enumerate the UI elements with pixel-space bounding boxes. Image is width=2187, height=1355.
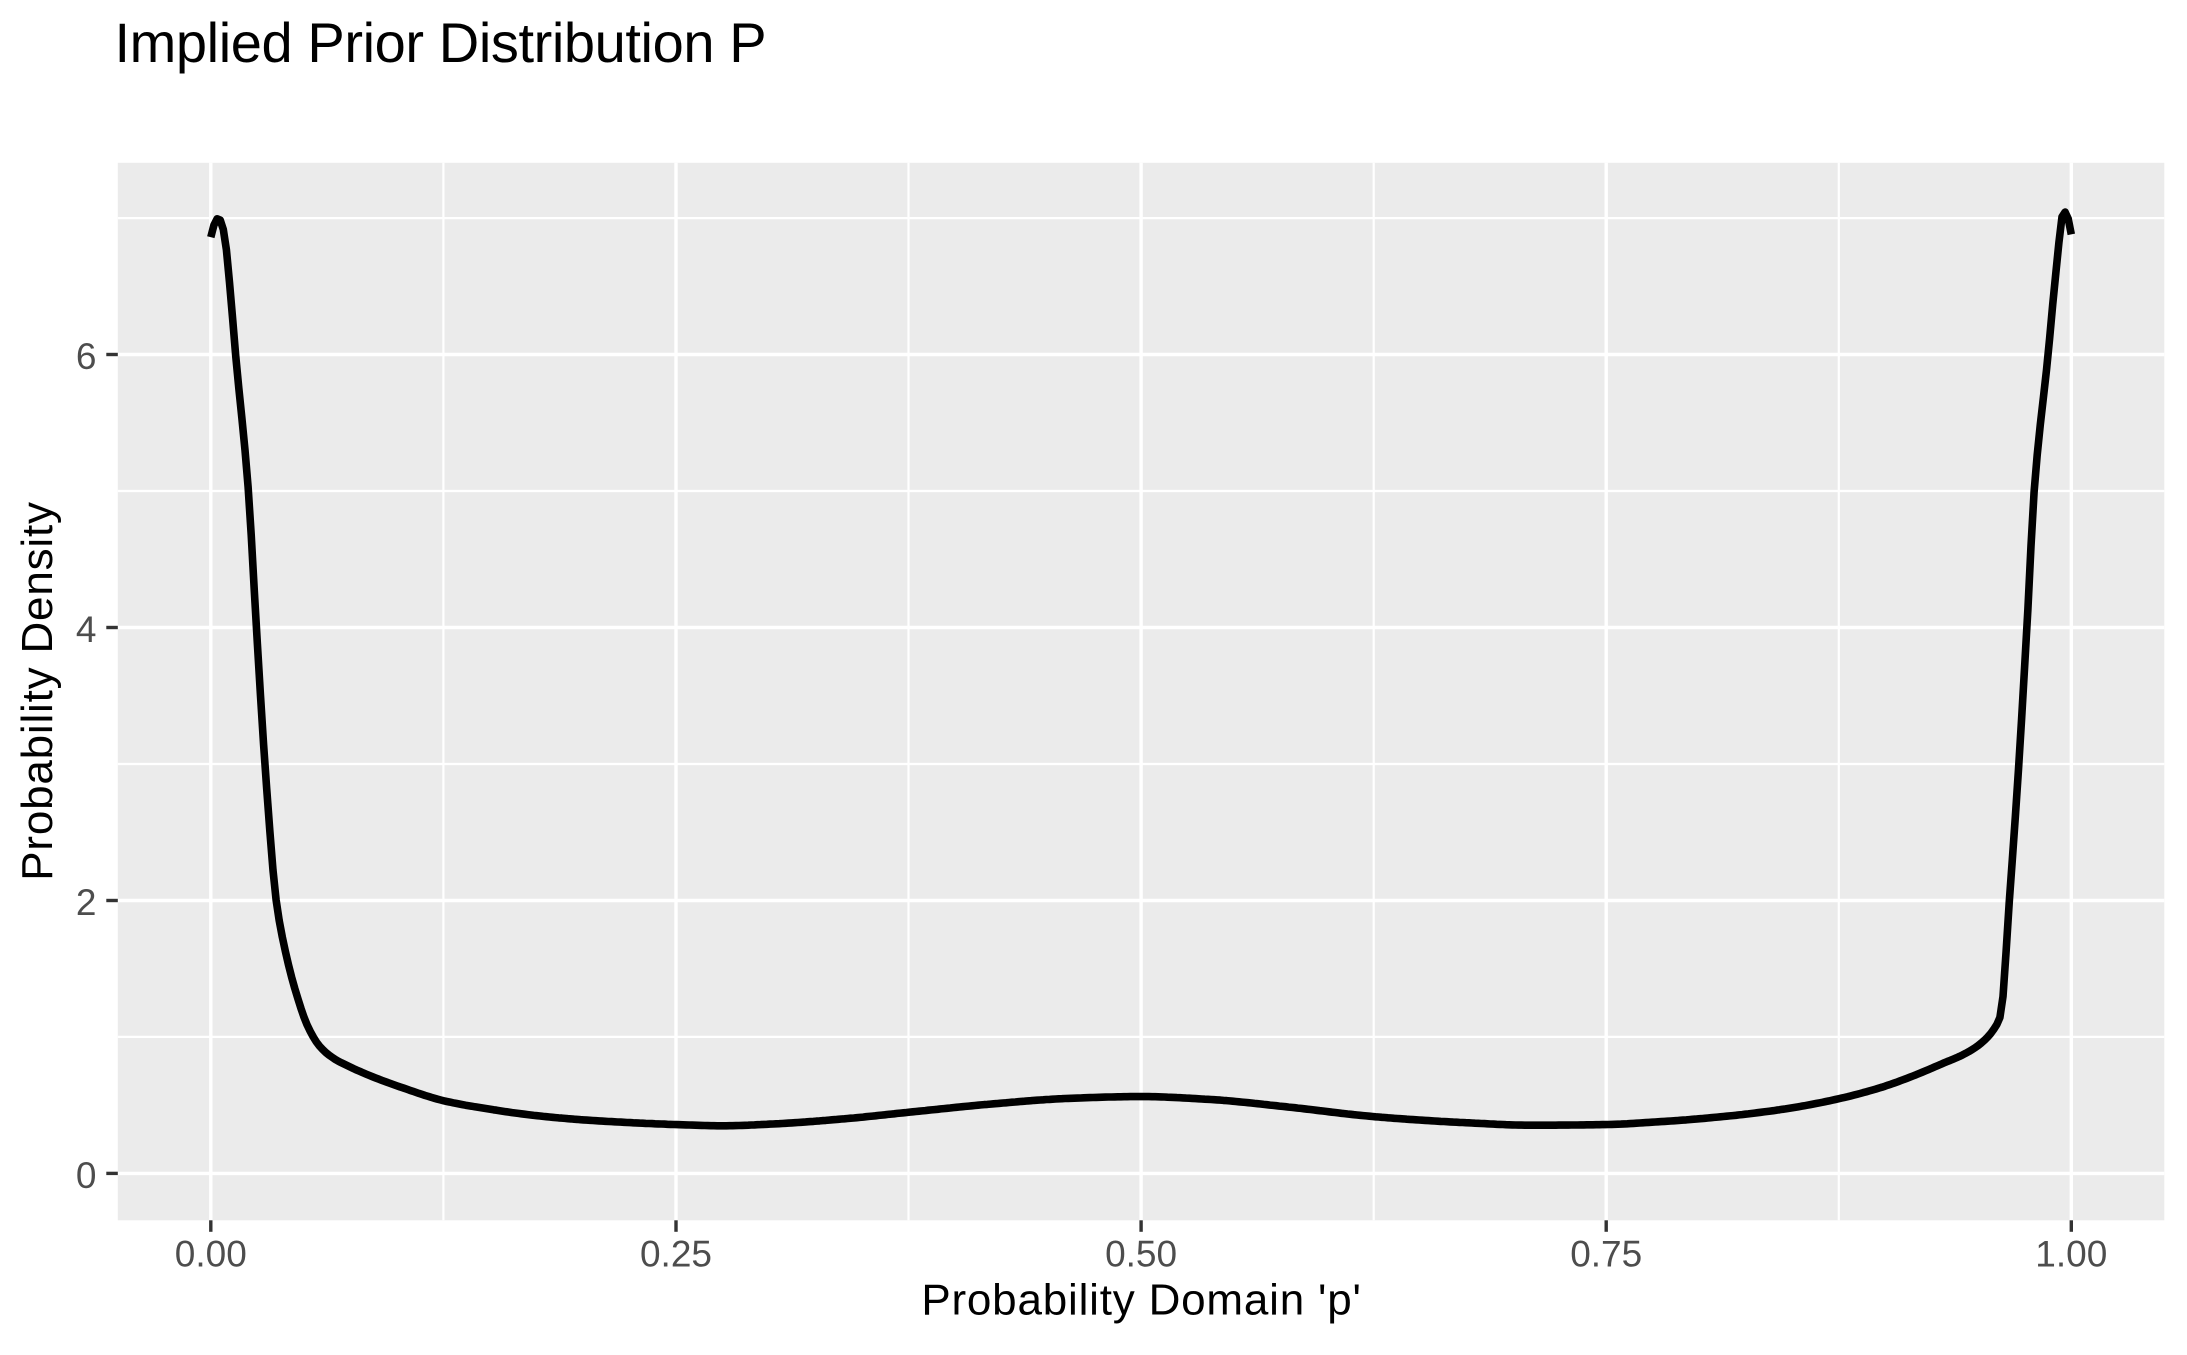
- svg-text:6: 6: [76, 336, 97, 377]
- svg-text:0.25: 0.25: [640, 1234, 712, 1275]
- svg-text:1.00: 1.00: [2035, 1234, 2107, 1275]
- svg-text:0.00: 0.00: [175, 1234, 247, 1275]
- svg-text:0.75: 0.75: [1570, 1234, 1642, 1275]
- svg-text:0.50: 0.50: [1105, 1234, 1177, 1275]
- svg-text:Probability Density: Probability Density: [13, 501, 62, 881]
- svg-text:4: 4: [76, 609, 97, 650]
- svg-text:Implied Prior Distribution P: Implied Prior Distribution P: [115, 11, 767, 74]
- svg-text:0: 0: [76, 1155, 97, 1196]
- svg-text:2: 2: [76, 882, 97, 923]
- svg-text:Probability Domain 'p': Probability Domain 'p': [921, 1276, 1361, 1325]
